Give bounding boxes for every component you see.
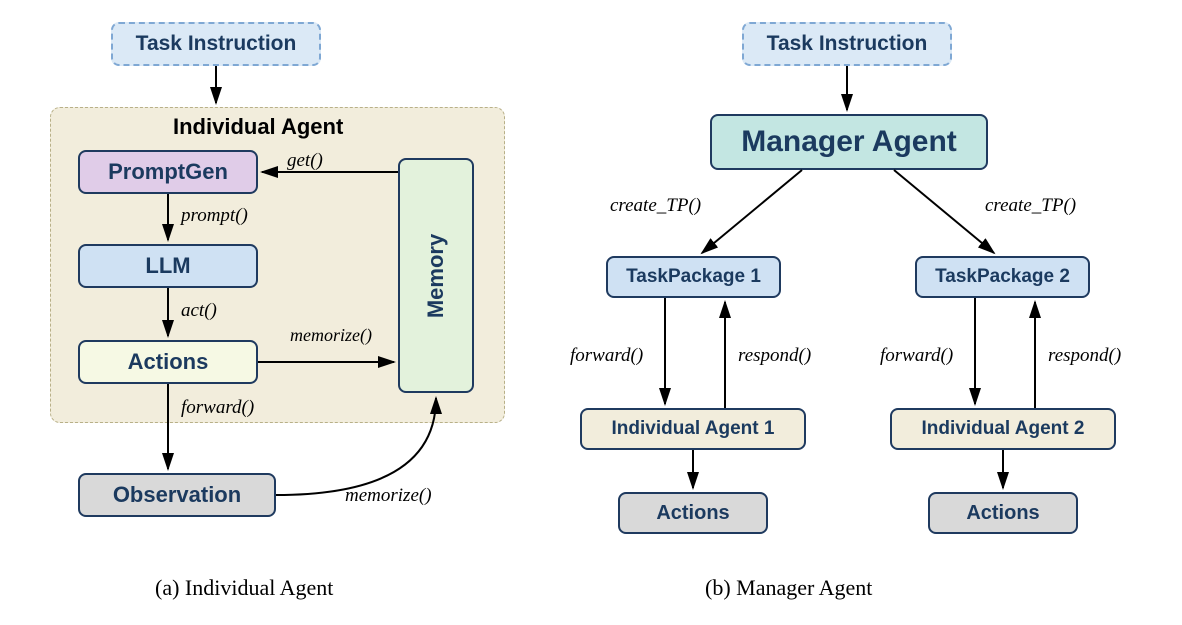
memorize2-label-text: memorize()	[345, 485, 432, 506]
create-tp2-text: create_TP()	[985, 195, 1076, 216]
memorize1-label: memorize()	[290, 325, 372, 346]
actions2-label: Actions	[966, 502, 1039, 525]
memory-label: Memory	[423, 233, 449, 317]
act-label-text: act()	[181, 300, 217, 321]
individual-agent-heading: Individual Agent	[173, 114, 343, 140]
arrow-manager-to-tp1	[702, 170, 802, 253]
actions-box-a: Actions	[78, 340, 258, 384]
observation-box: Observation	[78, 473, 276, 517]
forward1-label: forward()	[570, 345, 643, 367]
get-label: get()	[287, 150, 323, 172]
memory-box: Memory	[398, 158, 474, 393]
individual-agent2-box: Individual Agent 2	[890, 408, 1116, 450]
act-label: act()	[181, 300, 217, 322]
respond1-label: respond()	[738, 345, 811, 367]
forward-label-text: forward()	[181, 397, 254, 418]
taskpackage1-label: TaskPackage 1	[626, 266, 761, 288]
task-instruction-b: Task Instruction	[742, 22, 952, 66]
individual-agent2-label: Individual Agent 2	[922, 418, 1085, 440]
create-tp1-text: create_TP()	[610, 195, 701, 216]
taskpackage2-label: TaskPackage 2	[935, 266, 1070, 288]
promptgen-box: PromptGen	[78, 150, 258, 194]
memorize1-label-text: memorize()	[290, 325, 372, 345]
observation-label: Observation	[113, 482, 241, 508]
memorize2-label: memorize()	[345, 485, 432, 507]
llm-box: LLM	[78, 244, 258, 288]
respond1-text: respond()	[738, 345, 811, 366]
actions1-label: Actions	[656, 502, 729, 525]
forward2-text: forward()	[880, 345, 953, 366]
llm-label: LLM	[145, 253, 190, 279]
caption-a-text: (a) Individual Agent	[155, 575, 333, 600]
task-instruction-a: Task Instruction	[111, 22, 321, 66]
respond2-text: respond()	[1048, 345, 1121, 366]
forward-label-a: forward()	[181, 397, 254, 419]
get-label-text: get()	[287, 150, 323, 171]
caption-b-text: (b) Manager Agent	[705, 575, 872, 600]
manager-agent-label: Manager Agent	[741, 125, 957, 159]
manager-agent-box: Manager Agent	[710, 114, 988, 170]
arrow-manager-to-tp2	[894, 170, 994, 253]
taskpackage2-box: TaskPackage 2	[915, 256, 1090, 298]
promptgen-label: PromptGen	[108, 159, 228, 185]
prompt-label: prompt()	[181, 205, 248, 227]
task-instruction-b-label: Task Instruction	[767, 32, 928, 56]
respond2-label: respond()	[1048, 345, 1121, 367]
caption-a: (a) Individual Agent	[155, 575, 333, 601]
taskpackage1-box: TaskPackage 1	[606, 256, 781, 298]
forward2-label: forward()	[880, 345, 953, 367]
individual-agent1-box: Individual Agent 1	[580, 408, 806, 450]
create-tp1-label: create_TP()	[610, 195, 701, 217]
individual-agent1-label: Individual Agent 1	[612, 418, 775, 440]
individual-agent-heading-text: Individual Agent	[173, 114, 343, 139]
actions-label-a: Actions	[128, 349, 209, 375]
create-tp2-label: create_TP()	[985, 195, 1076, 217]
caption-b: (b) Manager Agent	[705, 575, 872, 601]
prompt-label-text: prompt()	[181, 205, 248, 226]
task-instruction-a-label: Task Instruction	[136, 32, 297, 56]
actions2-box: Actions	[928, 492, 1078, 534]
actions1-box: Actions	[618, 492, 768, 534]
forward1-text: forward()	[570, 345, 643, 366]
